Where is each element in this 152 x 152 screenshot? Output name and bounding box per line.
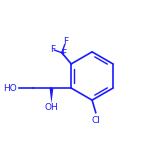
Text: OH: OH [45, 103, 58, 112]
Text: F: F [50, 45, 55, 54]
Polygon shape [50, 88, 53, 103]
Text: Cl: Cl [91, 116, 100, 125]
Text: F: F [61, 49, 67, 58]
Text: F: F [64, 37, 69, 46]
Text: HO: HO [4, 84, 17, 93]
